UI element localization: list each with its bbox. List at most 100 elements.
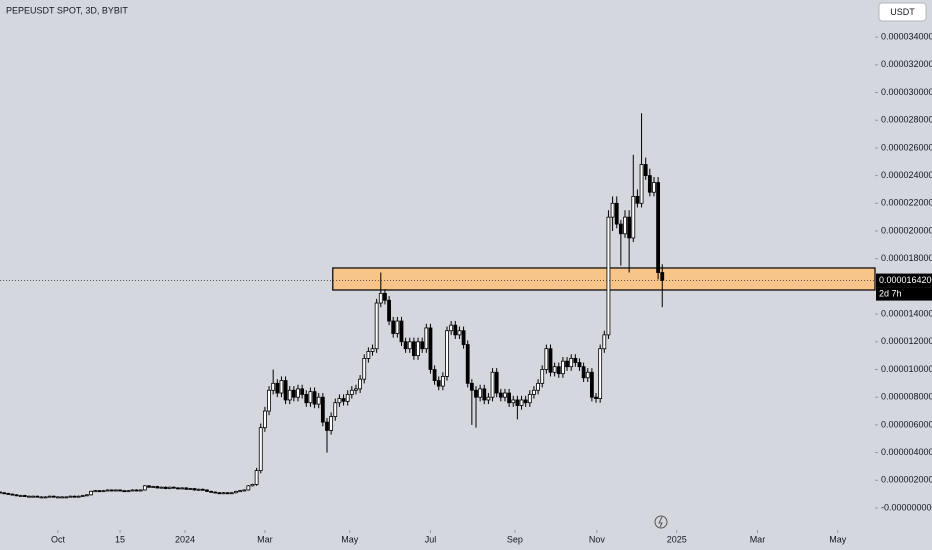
candle-body [660, 272, 665, 281]
x-tick-label: 15 [115, 534, 125, 544]
candle-body [122, 490, 127, 493]
countdown-label: 2d 7h [879, 288, 902, 298]
candle-body [51, 495, 56, 498]
candle-body [345, 394, 350, 402]
candle-body [308, 391, 313, 404]
candle-body [420, 341, 425, 350]
candle-body [35, 495, 40, 498]
candle-body [192, 488, 197, 491]
candle-body [18, 495, 23, 497]
candle-body [56, 496, 60, 499]
candle-body [200, 488, 205, 491]
candle-body [300, 388, 305, 395]
candle-body [250, 484, 255, 487]
candle-body [569, 358, 574, 368]
candle-body [213, 491, 218, 494]
candle-body [647, 175, 652, 193]
candle-body [22, 495, 27, 497]
x-tick-label: May [829, 534, 847, 544]
candle-body [498, 392, 503, 398]
candle-body [258, 427, 263, 471]
candle-body [60, 496, 64, 499]
candle-body [412, 341, 416, 357]
candle-body [118, 489, 122, 492]
candle-body [656, 182, 661, 273]
candle-body [209, 490, 213, 493]
candle-body [556, 366, 561, 375]
y-tick-label: -0.0000000000 [881, 502, 932, 512]
candle-body [97, 490, 102, 493]
candle-body [544, 348, 549, 370]
currency-button[interactable] [878, 2, 927, 22]
candle-body [329, 416, 334, 431]
candle-body [320, 396, 325, 423]
currency-label[interactable]: USDT [890, 7, 915, 17]
x-tick-label: Mar [750, 534, 766, 544]
x-tick-label: May [341, 534, 359, 544]
candle-body [14, 494, 19, 497]
candle-body [267, 389, 271, 412]
candle-body [383, 292, 387, 301]
candle-body [461, 330, 466, 345]
candle-body [527, 394, 532, 404]
candle-body [561, 360, 565, 375]
candle-body [109, 489, 114, 492]
candle-body [366, 351, 371, 359]
candle-body [312, 391, 317, 405]
candle-body [126, 490, 131, 493]
candle-body [519, 399, 524, 406]
candle-body [171, 486, 176, 489]
candle-body [436, 380, 441, 387]
last-price-box [876, 273, 932, 288]
candle-body [47, 495, 52, 498]
candle-body [589, 371, 594, 398]
candle-body [134, 489, 139, 492]
candle-body [354, 388, 358, 391]
candle-body [440, 376, 445, 387]
candle-body [113, 489, 118, 492]
candle-body [225, 492, 230, 495]
candle-body [482, 388, 487, 401]
candle-body [594, 396, 598, 399]
candle-body [449, 324, 454, 332]
candle-body [279, 380, 284, 394]
candle-body [291, 389, 296, 398]
candle-body [548, 348, 553, 373]
candle-body [85, 494, 89, 497]
candle-body [432, 369, 437, 381]
candle-body [2, 492, 7, 495]
candle-body [271, 382, 276, 391]
candle-body [378, 292, 383, 304]
candle-body [176, 487, 180, 490]
candle-body [598, 348, 603, 399]
candle-body [552, 366, 557, 373]
candle-body [577, 362, 582, 368]
candle-body [395, 320, 400, 334]
candle-body [453, 324, 458, 336]
support-zone [332, 267, 876, 291]
last-price-label: 0.0000164200 [879, 275, 932, 285]
candle-body [606, 216, 611, 336]
candle-body [316, 396, 321, 405]
candle-body [10, 493, 15, 496]
candle-body [540, 369, 545, 384]
candle-body [515, 399, 520, 406]
candle-body [130, 489, 135, 492]
candle-body [614, 202, 619, 225]
candle-body [31, 495, 36, 498]
candle-body [167, 486, 172, 489]
candle-body [101, 490, 106, 493]
candle-body [585, 371, 590, 379]
x-tick-label: 2025 [667, 534, 687, 544]
candle-body [358, 378, 362, 390]
candle-body [474, 389, 478, 398]
